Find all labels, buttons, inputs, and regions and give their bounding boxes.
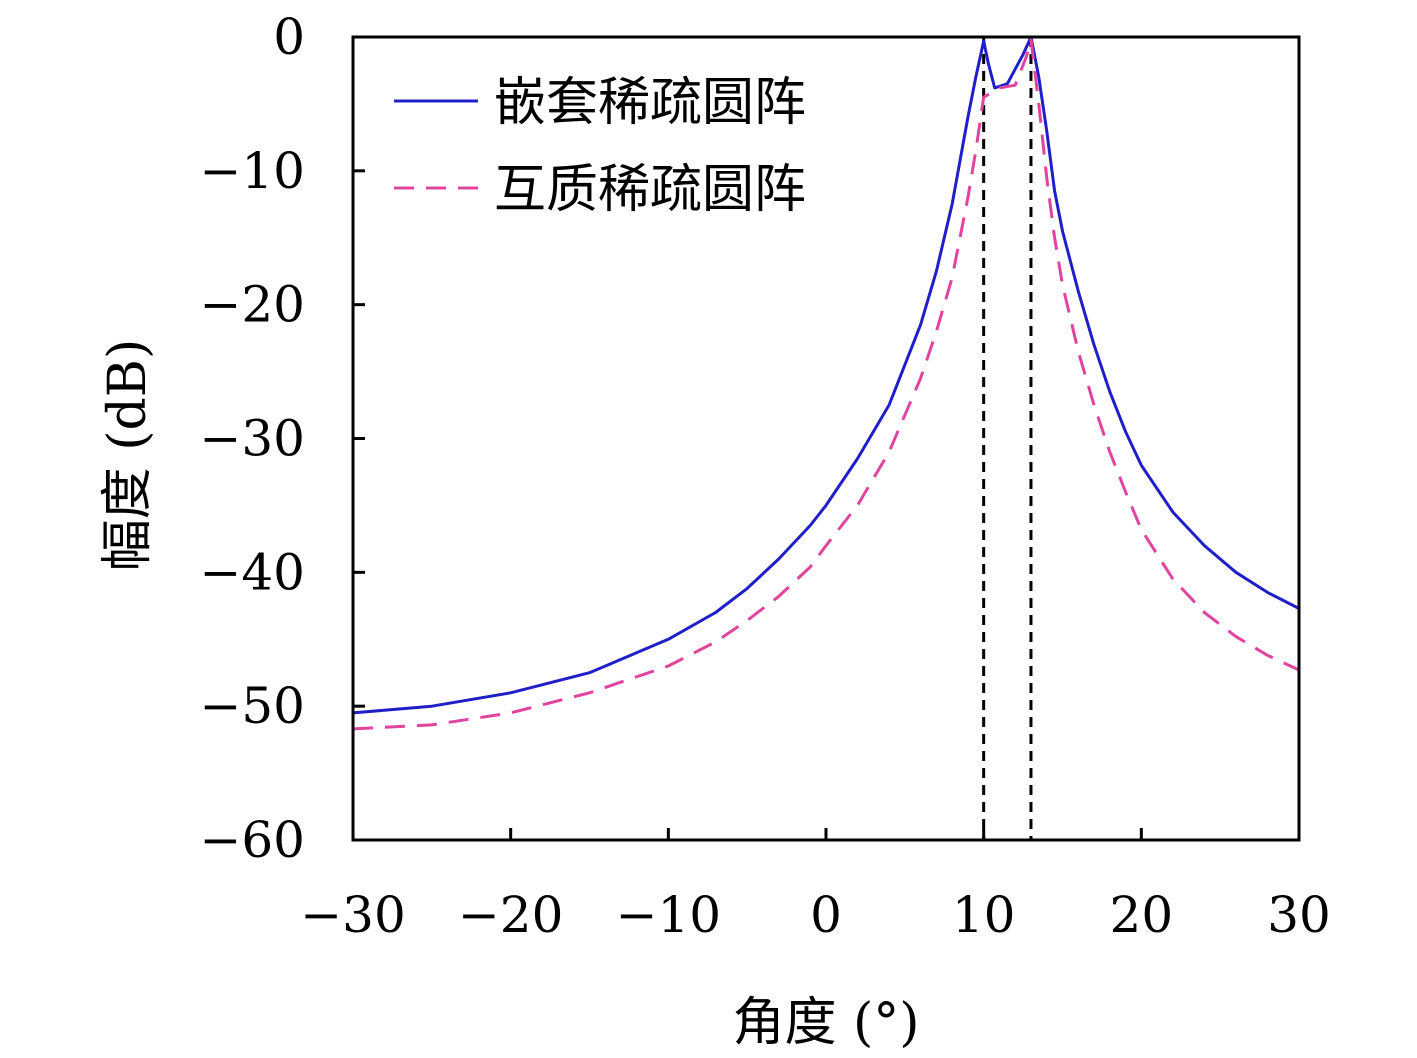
y-axis-title: 幅度 (dB) <box>98 339 158 572</box>
legend-label-series-0: 嵌套稀疏圆阵 <box>494 73 806 133</box>
y-tick-label-4: −40 <box>199 543 305 601</box>
x-tick-label-2: −10 <box>616 886 722 944</box>
x-tick-label-4: 10 <box>952 886 1016 944</box>
y-tick-label-1: −10 <box>199 142 305 200</box>
tick-labels: −30 −20 −10 0 10 20 30 0 −10 −20 −30 −40 −50 −60 <box>199 8 1330 944</box>
y-tick-label-2: −20 <box>199 276 305 334</box>
x-tick-label-5: 20 <box>1110 886 1174 944</box>
series-line-1 <box>352 38 1300 731</box>
y-tick-label-5: −50 <box>199 677 305 735</box>
series-layer <box>352 35 1300 731</box>
ticks <box>353 169 1143 840</box>
series-line-0 <box>352 35 1300 715</box>
x-tick-label-0: −30 <box>300 886 406 944</box>
y-tick-label-3: −30 <box>199 410 305 468</box>
x-tick-label-1: −20 <box>458 886 564 944</box>
x-tick-label-3: 0 <box>810 886 842 944</box>
x-tick-label-6: 30 <box>1267 886 1331 944</box>
legend-label-series-1: 互质稀疏圆阵 <box>494 160 806 220</box>
x-axis-title: 角度 (°) <box>732 993 919 1053</box>
plot-frame <box>351 35 1301 842</box>
reference-lines <box>982 37 1033 840</box>
y-tick-label-0: 0 <box>273 8 305 66</box>
legend: 嵌套稀疏圆阵 互质稀疏圆阵 <box>394 73 806 220</box>
y-tick-label-6: −60 <box>199 811 305 869</box>
